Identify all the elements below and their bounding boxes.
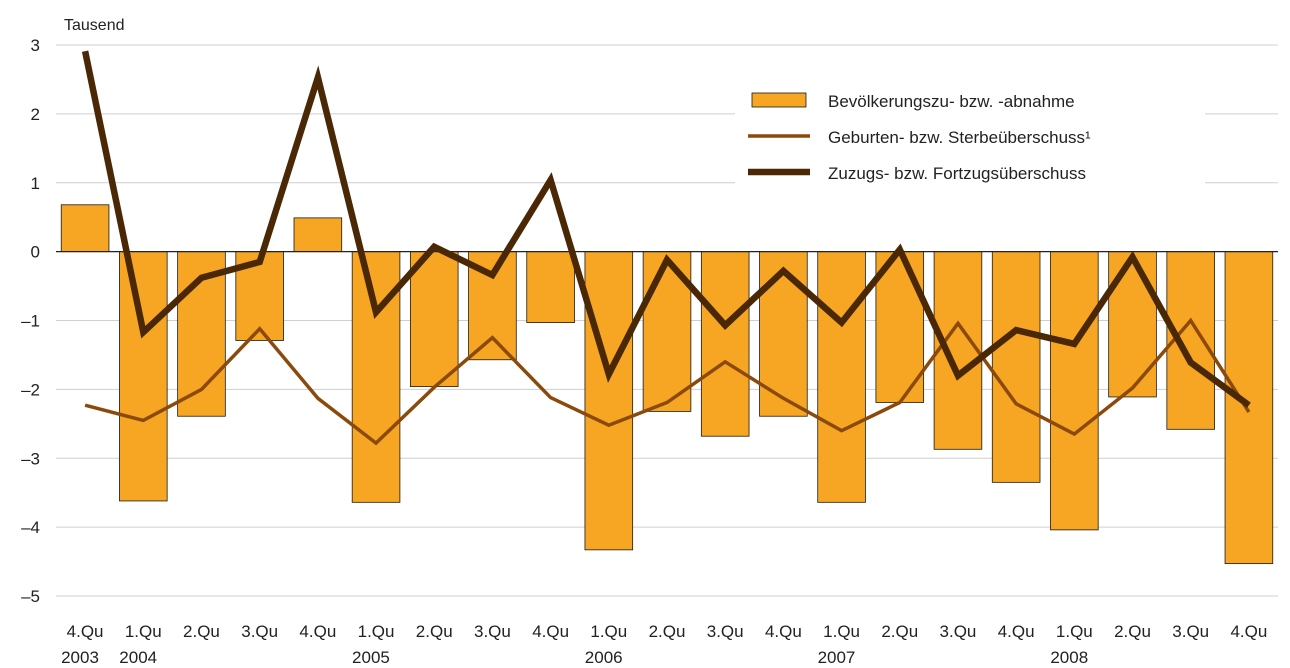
legend-background <box>735 80 1205 190</box>
legend-swatch-bar <box>751 92 807 108</box>
x-tick-label: 1.Qu <box>125 622 162 641</box>
x-tick-label: 2.Qu <box>183 622 220 641</box>
x-tick-label: 4.Qu <box>765 622 802 641</box>
legend: Bevölkerungszu- bzw. -abnahme Geburten- b… <box>735 80 1205 190</box>
legend-label: Bevölkerungszu- bzw. -abnahme <box>828 92 1075 111</box>
bar-series <box>60 204 1274 565</box>
bar <box>1108 251 1157 398</box>
x-year-label: 2005 <box>352 648 390 667</box>
x-tick-label: 4.Qu <box>299 622 336 641</box>
y-tick-label: 0 <box>31 243 40 262</box>
y-tick-label: –2 <box>21 380 40 399</box>
bar <box>817 251 866 503</box>
legend-label: Zuzugs- bzw. Fortzugsüberschuss <box>828 164 1086 183</box>
y-axis: 3 2 1 0 –1 –2 –3 –4 –5 <box>21 36 40 606</box>
bar <box>759 251 808 417</box>
x-tick-label: 2.Qu <box>881 622 918 641</box>
x-tick-label: 2.Qu <box>1114 622 1151 641</box>
bar <box>293 217 343 253</box>
x-tick-label: 3.Qu <box>241 622 278 641</box>
y-tick-label: 1 <box>31 174 40 193</box>
series-line <box>84 317 1251 446</box>
bar <box>700 251 750 437</box>
bar <box>119 251 168 502</box>
x-tick-label: 4.Qu <box>532 622 569 641</box>
x-axis: 4.Qu 1.Qu 2.Qu 3.Qu 4.Qu 1.Qu 2.Qu 3.Qu 4.Qu 1.Qu… <box>61 622 1267 667</box>
x-tick-label: 3.Qu <box>1172 622 1209 641</box>
x-tick-label: 2.Qu <box>416 622 453 641</box>
bar <box>60 204 110 253</box>
y-tick-label: 2 <box>31 105 40 124</box>
bar <box>1224 251 1274 565</box>
x-tick-label: 4.Qu <box>67 622 104 641</box>
y-tick-label: –5 <box>21 587 40 606</box>
x-year-label: 2007 <box>818 648 856 667</box>
x-year-label: 2006 <box>585 648 623 667</box>
series-line <box>81 50 1251 408</box>
line-series <box>81 50 1251 446</box>
x-tick-label: 1.Qu <box>823 622 860 641</box>
bar <box>584 251 634 551</box>
bar <box>1050 251 1099 531</box>
bar <box>526 251 575 323</box>
x-tick-label: 4.Qu <box>998 622 1035 641</box>
x-tick-label: 1.Qu <box>358 622 395 641</box>
x-year-label: 2004 <box>119 648 157 667</box>
y-axis-unit-label: Tausend <box>64 17 125 34</box>
bar <box>409 251 459 388</box>
x-year-label: 2008 <box>1050 648 1088 667</box>
x-tick-label: 4.Qu <box>1230 622 1267 641</box>
y-tick-label: –1 <box>21 312 40 331</box>
x-tick-label: 1.Qu <box>1056 622 1093 641</box>
y-tick-label: –4 <box>21 518 40 537</box>
x-tick-label: 3.Qu <box>707 622 744 641</box>
x-year-label: 2003 <box>61 648 99 667</box>
y-tick-label: –3 <box>21 449 40 468</box>
bar <box>991 251 1041 483</box>
x-tick-label: 2.Qu <box>649 622 686 641</box>
x-tick-label: 1.Qu <box>590 622 627 641</box>
x-tick-label: 3.Qu <box>474 622 511 641</box>
legend-label: Geburten- bzw. Sterbeüberschuss¹ <box>828 128 1091 147</box>
bar <box>933 251 983 450</box>
x-tick-label: 3.Qu <box>940 622 977 641</box>
y-tick-label: 3 <box>31 36 40 55</box>
